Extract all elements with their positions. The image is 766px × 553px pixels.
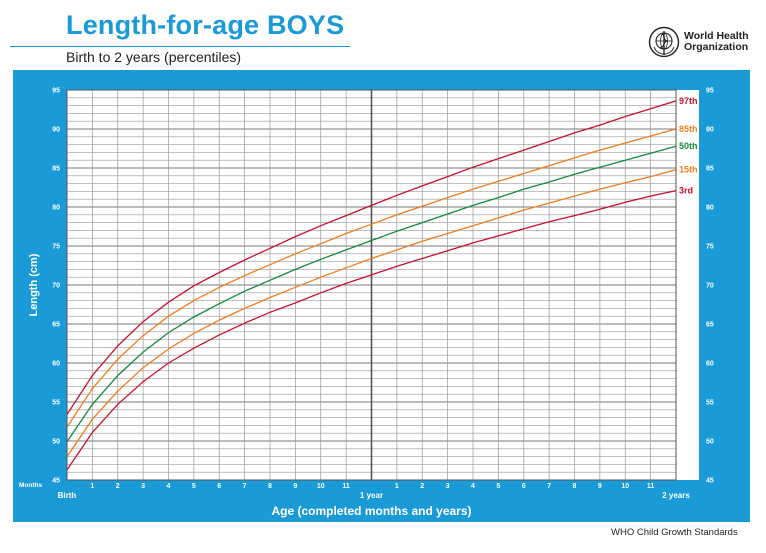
- x-tick-label: 11: [647, 483, 655, 490]
- x-tick-label: 8: [268, 483, 272, 490]
- y-tick-label-left: 60: [52, 361, 60, 368]
- x-tick-label: 9: [598, 483, 602, 490]
- percentile-line-15th: [66, 168, 677, 457]
- percentile-label: 97th: [679, 96, 698, 106]
- x-tick-label: 2: [420, 483, 424, 490]
- x-unit-label: Months: [19, 482, 42, 489]
- percentile-label-strip: [676, 90, 699, 480]
- y-tick-label-left: 75: [52, 244, 60, 251]
- x-tick-label: 1: [395, 483, 399, 490]
- y-tick-label-right: 60: [706, 361, 714, 368]
- y-tick-label-right: 70: [706, 283, 714, 290]
- x-tick-label: 9: [293, 483, 297, 490]
- y-axis-label: Length (cm): [28, 253, 40, 316]
- x-tick-label: 6: [217, 483, 221, 490]
- x-tick-label: 1 year: [360, 491, 383, 500]
- who-emblem-icon: [648, 26, 680, 58]
- x-tick-label: 7: [547, 483, 551, 490]
- chart-subtitle: Birth to 2 years (percentiles): [66, 49, 242, 65]
- x-tick-label: 4: [471, 483, 475, 490]
- percentile-line-97th: [66, 100, 677, 415]
- x-tick-label: 7: [243, 483, 247, 490]
- x-tick-label: 3: [446, 483, 450, 490]
- chart-title: Length-for-age BOYS: [66, 10, 345, 40]
- percentile-label: 15th: [679, 165, 698, 175]
- x-tick-label: 6: [522, 483, 526, 490]
- y-tick-label-right: 95: [706, 88, 714, 95]
- percentile-line-85th: [66, 128, 677, 428]
- y-tick-label-left: 95: [52, 88, 60, 95]
- y-tick-label-right: 85: [706, 166, 714, 173]
- footer-source: WHO Child Growth Standards: [611, 527, 738, 538]
- percentile-line-50th: [66, 145, 677, 443]
- percentile-line-3rd: [66, 189, 677, 471]
- percentile-label: 85th: [679, 124, 698, 134]
- plot-border: [66, 89, 677, 481]
- y-tick-label-right: 90: [706, 127, 714, 134]
- y-tick-label-right: 80: [706, 205, 714, 212]
- who-name-line2: Organization: [684, 41, 749, 53]
- x-tick-label: 5: [496, 483, 500, 490]
- percentile-label: 50th: [679, 141, 698, 151]
- percentile-label: 3rd: [679, 186, 693, 196]
- x-tick-label: Birth: [58, 491, 77, 500]
- x-tick-label: 4: [167, 483, 171, 490]
- y-tick-label-left: 65: [52, 322, 60, 329]
- y-tick-label-left: 85: [52, 166, 60, 173]
- x-tick-label: 11: [342, 483, 350, 490]
- y-tick-label-left: 55: [52, 400, 60, 407]
- y-tick-label-left: 90: [52, 127, 60, 134]
- x-tick-label: 8: [573, 483, 577, 490]
- y-tick-label-right: 75: [706, 244, 714, 251]
- x-tick-label: 2 years: [662, 491, 690, 500]
- x-tick-label: 3: [141, 483, 145, 490]
- y-tick-label-left: 45: [52, 478, 60, 485]
- who-name-line1: World Health: [684, 30, 749, 42]
- y-tick-label-right: 50: [706, 439, 714, 446]
- y-tick-label-left: 50: [52, 439, 60, 446]
- y-tick-label-right: 55: [706, 400, 714, 407]
- x-tick-label: 5: [192, 483, 196, 490]
- y-tick-label-left: 70: [52, 283, 60, 290]
- x-axis-label: Age (completed months and years): [271, 504, 471, 518]
- y-tick-label-right: 65: [706, 322, 714, 329]
- y-tick-label-right: 45: [706, 478, 714, 485]
- x-tick-label: 2: [116, 483, 120, 490]
- x-tick-label: 10: [317, 483, 325, 490]
- x-tick-label: 1: [90, 483, 94, 490]
- y-tick-label-left: 80: [52, 205, 60, 212]
- x-tick-label: 10: [621, 483, 629, 490]
- who-logo: World Health Organization: [648, 26, 749, 58]
- title-underline: [10, 46, 350, 47]
